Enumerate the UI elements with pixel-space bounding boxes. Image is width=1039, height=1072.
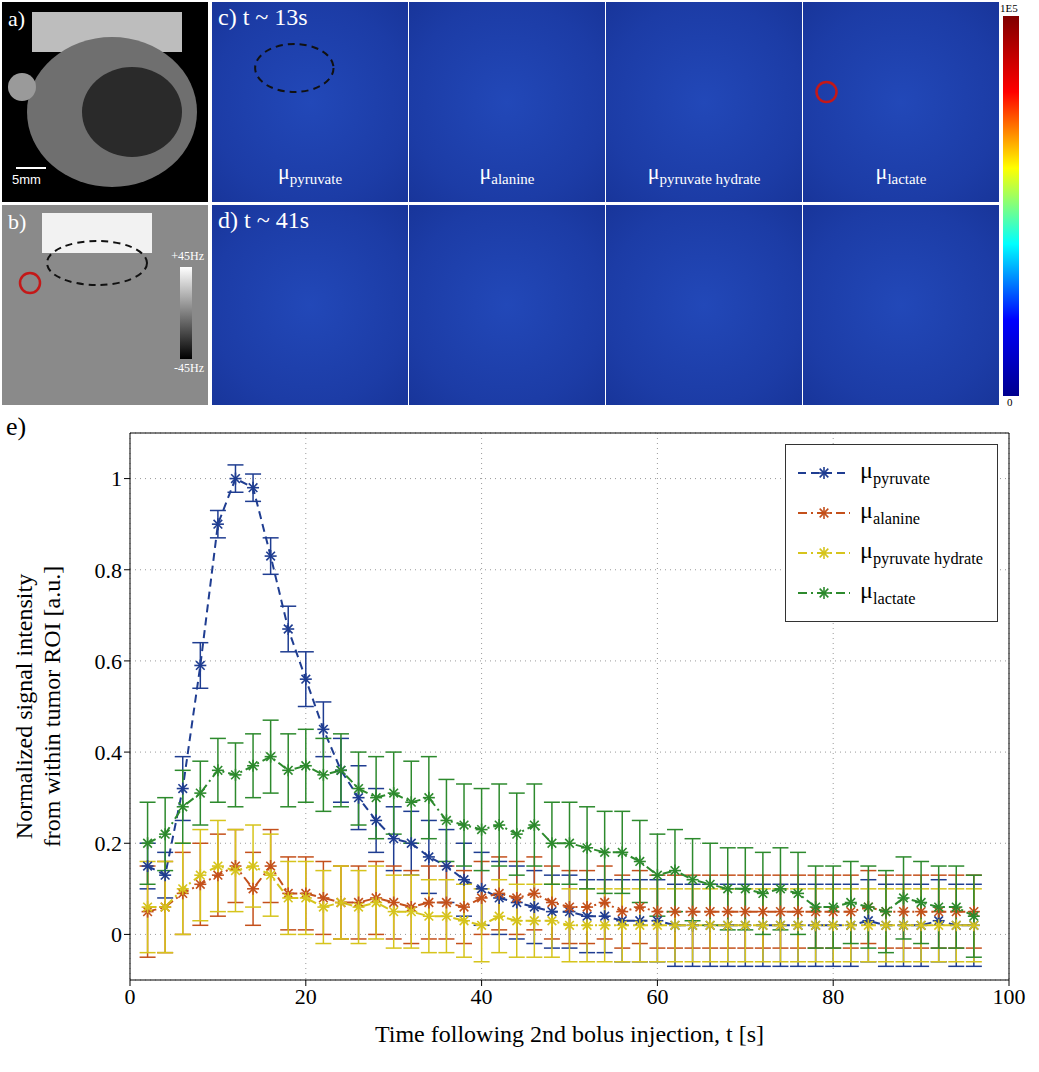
html-text:c) t ~ 13s: c) t ~ 13s bbox=[218, 4, 308, 30]
svg-text:0.2: 0.2 bbox=[95, 831, 123, 856]
svg-text:from within tumor ROI [a.u.]: from within tumor ROI [a.u.] bbox=[39, 566, 65, 847]
html-text:μalanine: μalanine bbox=[479, 158, 535, 187]
html-text:μlactate: μlactate bbox=[875, 158, 927, 187]
html-text:μpyruvate hydrate: μpyruvate hydrate bbox=[860, 537, 983, 568]
html-text:a): a) bbox=[8, 6, 26, 31]
svg-text:0.6: 0.6 bbox=[95, 649, 123, 674]
html-text:d) t ~ 41s: d) t ~ 41s bbox=[218, 207, 309, 233]
svg-text:0: 0 bbox=[125, 984, 136, 1009]
html-text:μalanine: μalanine bbox=[860, 497, 920, 528]
html-text:μpyruvate: μpyruvate bbox=[277, 158, 343, 187]
html-text:e): e) bbox=[6, 412, 27, 441]
html-text:0: 0 bbox=[1007, 396, 1013, 408]
svg-text:Normalized signal intensity: Normalized signal intensity bbox=[11, 574, 37, 839]
svg-text:0: 0 bbox=[111, 922, 122, 947]
html-text:μpyruvate: μpyruvate bbox=[860, 457, 930, 488]
html-text:b): b) bbox=[8, 209, 27, 234]
svg-text:60: 60 bbox=[646, 984, 668, 1009]
html-text:1E5: 1E5 bbox=[1000, 2, 1018, 14]
html-text:5mm: 5mm bbox=[12, 172, 41, 187]
svg-text:0.8: 0.8 bbox=[95, 558, 123, 583]
svg-text:40: 40 bbox=[471, 984, 493, 1009]
svg-text:1: 1 bbox=[111, 466, 122, 491]
svg-text:Time following 2nd bolus injec: Time following 2nd bolus injection, t [s… bbox=[375, 1021, 764, 1047]
svg-text:100: 100 bbox=[993, 984, 1026, 1009]
html-text:μpyruvate hydrate: μpyruvate hydrate bbox=[647, 158, 761, 187]
html-text:-45Hz: -45Hz bbox=[174, 361, 204, 375]
svg-text:0.4: 0.4 bbox=[95, 740, 123, 765]
html-text:μlactate: μlactate bbox=[860, 577, 916, 608]
html-text:+45Hz: +45Hz bbox=[171, 249, 204, 263]
svg-text:20: 20 bbox=[295, 984, 317, 1009]
svg-text:80: 80 bbox=[822, 984, 844, 1009]
